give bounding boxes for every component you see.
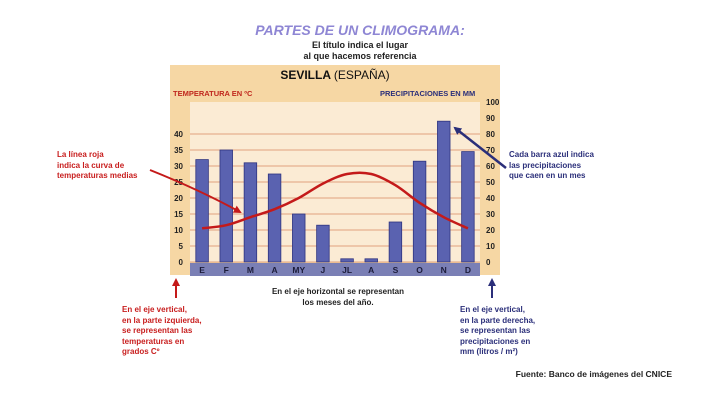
precipitation-bar	[437, 120, 451, 263]
red-line-arrow	[149, 169, 242, 213]
month-label: J	[321, 265, 326, 275]
right-tick-label: 40	[486, 194, 495, 203]
precipitation-bar	[267, 173, 282, 263]
month-label: N	[441, 265, 447, 275]
right-tick-label: 100	[486, 98, 500, 107]
precipitation-bar	[292, 213, 306, 263]
source-credit: Fuente: Banco de imágenes del CNICE	[515, 369, 672, 379]
month-label: E	[199, 265, 205, 275]
left-axis-label: TEMPERATURA EN ºC	[173, 89, 253, 98]
month-axis-band	[190, 263, 480, 276]
horizontal-axis-note: En el eje horizontal se representan los …	[271, 287, 405, 307]
month-label: O	[416, 265, 423, 275]
precipitation-bar	[316, 224, 330, 263]
month-label: D	[465, 265, 471, 275]
right-tick-label: 50	[486, 178, 495, 187]
left-tick-label: 20	[174, 194, 183, 203]
chart-title-city: SEVILLA	[280, 68, 331, 82]
month-label: A	[368, 265, 374, 275]
left-tick-label: 35	[174, 146, 183, 155]
right-tick-label: 10	[486, 242, 495, 251]
precipitation-bar	[412, 160, 427, 263]
left-tick-label: 0	[179, 258, 184, 267]
right-tick-label: 80	[486, 130, 495, 139]
chart-title: SEVILLA (ESPAÑA)	[170, 66, 500, 84]
main-title: PARTES DE UN CLIMOGRAMA:	[255, 22, 465, 38]
chart-title-country: (ESPAÑA)	[333, 68, 390, 82]
month-label: MY	[292, 265, 305, 275]
blue-bar-note: Cada barra azul indica las precipitacion…	[509, 150, 594, 180]
left-tick-label: 40	[174, 130, 183, 139]
red-line-note: La línea roja indica la curva de tempera…	[57, 150, 138, 180]
left-tick-label: 15	[174, 210, 183, 219]
right-tick-label: 0	[486, 258, 491, 267]
precipitation-bar	[388, 221, 403, 263]
temperature-line	[201, 171, 469, 230]
precipitation-bar	[340, 258, 354, 263]
month-label: A	[272, 265, 278, 275]
right-tick-label: 20	[486, 226, 495, 235]
subtitle: El título indica el lugar al que hacemos…	[303, 40, 417, 61]
precipitation-bar	[243, 162, 258, 263]
right-tick-label: 30	[486, 210, 495, 219]
month-label: JL	[342, 265, 352, 275]
left-tick-label: 30	[174, 162, 183, 171]
right-tick-label: 90	[486, 114, 495, 123]
right-tick-label: 60	[486, 162, 495, 171]
precipitation-bar	[219, 149, 233, 263]
month-label: F	[224, 265, 229, 275]
right-tick-label: 70	[486, 146, 495, 155]
month-label: M	[247, 265, 254, 275]
month-label: S	[393, 265, 399, 275]
precipitation-bar	[364, 258, 378, 263]
blue-bar-arrow	[453, 126, 507, 169]
precipitation-bar	[195, 159, 209, 263]
left-tick-label: 10	[174, 226, 183, 235]
right-axis-label: PRECIPITACIONES EN MM	[380, 89, 476, 98]
left-tick-label: 5	[179, 242, 184, 251]
left-axis-note: En el eje vertical, en la parte izquierd…	[122, 305, 202, 356]
right-axis-note: En el eje vertical, en la parte derecha,…	[460, 305, 536, 356]
precipitation-bar	[461, 151, 475, 263]
